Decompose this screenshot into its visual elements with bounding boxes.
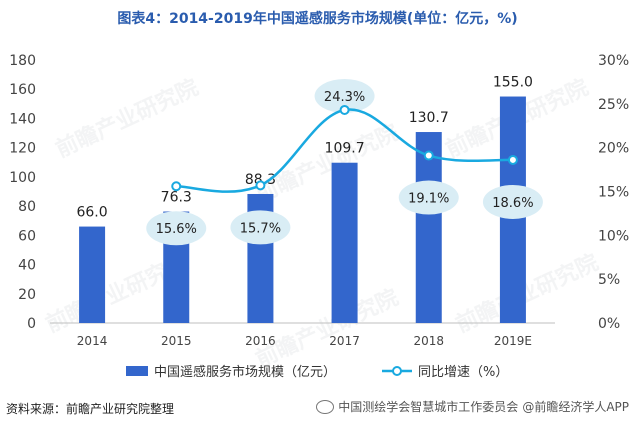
y-right-tick-label: 30% [598,53,629,69]
bar-value-label: 155.0 [493,75,533,91]
growth-point [255,180,266,191]
growth-bubbles: 15.6% 15.7% 24.3% 19.1% 18.6% [146,78,543,246]
watermark-text: 前瞻产业研究院 [252,284,403,373]
bar-value-label: 76.3 [161,190,192,206]
x-tick-label: 2017 [329,334,360,348]
credit-text: 中国测绘学会智慧城市工作委员会 [338,400,519,414]
growth-value-label: 24.3% [324,90,365,105]
bar-labels: 66.0 76.3 88.3 109.7 130.7 155.0 [76,75,532,221]
growth-bubble [314,78,375,113]
bar-value-label: 88.3 [245,172,276,188]
growth-bubble [230,210,291,245]
y-right-tick-label: 20% [598,141,629,157]
bar-value-label: 66.0 [76,205,107,221]
y-left-tick-label: 160 [9,82,36,98]
x-tick-label: 2016 [245,334,276,348]
bar-value-label: 130.7 [409,110,449,126]
growth-points [171,104,518,192]
legend: 中国遥感服务市场规模（亿元） 同比增速（%） [126,364,508,380]
y-left-tick-label: 120 [9,141,36,157]
y-left-tick-label: 0 [27,316,36,332]
growth-value-label: 15.7% [240,221,281,236]
growth-value-label: 18.6% [492,196,533,211]
y-right-axis: 0% 5% 10% 15% 20% 25% 30% [598,53,629,332]
legend-bar-swatch [126,366,148,376]
y-right-tick-label: 5% [598,272,620,288]
x-tick-label: 2014 [77,334,108,348]
y-right-tick-label: 10% [598,228,629,244]
growth-bubble [146,211,207,246]
x-tick-label: 2019E [494,334,532,348]
bar [79,226,106,323]
y-right-tick-label: 0% [598,316,620,332]
y-left-tick-label: 180 [9,53,36,69]
y-right-tick-label: 15% [598,185,629,201]
growth-bubble [482,184,543,219]
growth-point [171,181,182,192]
bar [415,132,442,323]
growth-value-label: 19.1% [408,192,449,207]
x-axis: 2014 2015 2016 2017 2018 2019E [77,334,532,348]
watermark-text: 前瞻产业研究院 [452,249,603,338]
y-left-tick-label: 60 [18,228,36,244]
legend-bar-label: 中国遥感服务市场规模（亿元） [154,364,336,380]
growth-point [507,154,518,165]
growth-point [339,104,350,115]
legend-line-marker [392,366,402,376]
y-left-axis: 0 20 40 60 80 100 120 140 160 180 [9,53,36,332]
x-tick-label: 2018 [413,334,444,348]
x-tick-label: 2015 [161,334,192,348]
growth-bubble [398,180,459,215]
credit-line: 中国测绘学会智慧城市工作委员会 @前瞻经济学人APP [316,398,629,415]
source-note: 资料来源：前瞻产业研究院整理 [6,402,175,416]
growth-value-label: 15.6% [156,222,197,237]
wechat-icon [316,399,335,414]
watermark-text: 前瞻产业研究院 [252,119,403,208]
bar [331,162,358,323]
chart-title: 图表4：2014-2019年中国遥感服务市场规模(单位：亿元，%) [117,11,518,27]
credit-app: @前瞻经济学人APP [522,400,629,414]
growth-point [423,150,434,161]
y-right-tick-label: 25% [598,97,629,113]
y-left-tick-label: 140 [9,111,36,127]
bar-value-label: 109.7 [325,141,365,157]
y-left-tick-label: 80 [18,199,36,215]
legend-line-label: 同比增速（%） [418,365,508,380]
watermark-text: 前瞻产业研究院 [52,74,203,163]
y-left-tick-label: 100 [9,170,36,186]
y-left-tick-label: 20 [18,287,36,303]
y-left-tick-label: 40 [18,258,36,274]
